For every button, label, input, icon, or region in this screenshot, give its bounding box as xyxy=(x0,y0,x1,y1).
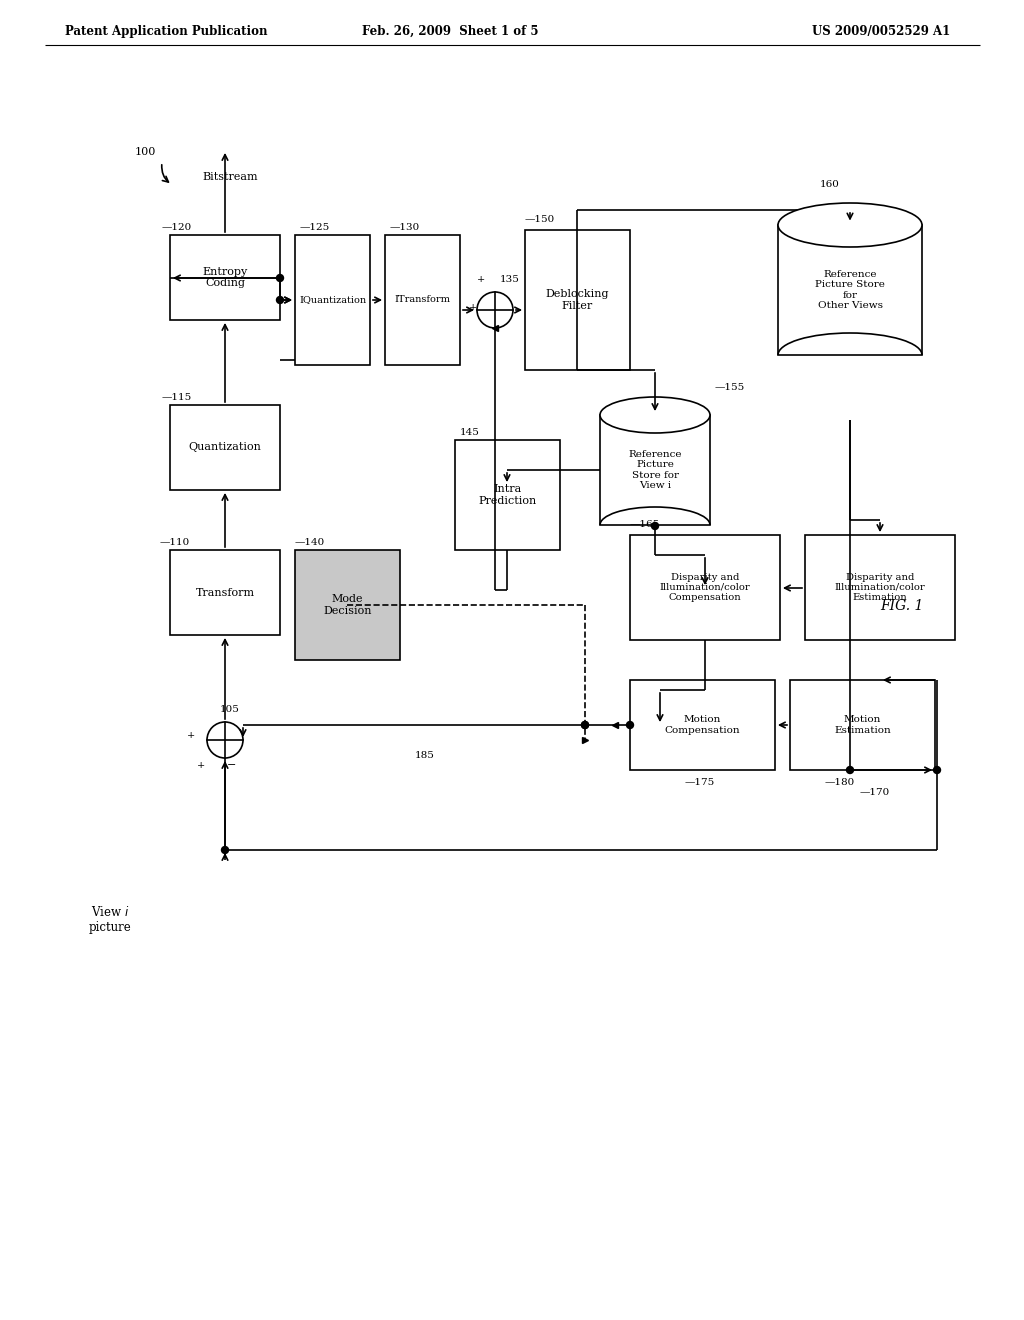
Text: —150: —150 xyxy=(525,215,555,224)
Text: Quantization: Quantization xyxy=(188,442,261,453)
FancyBboxPatch shape xyxy=(778,224,922,355)
Circle shape xyxy=(276,275,284,281)
Text: IQuantization: IQuantization xyxy=(299,296,366,305)
Text: 145: 145 xyxy=(460,428,480,437)
Text: Bitstream: Bitstream xyxy=(202,172,258,182)
Ellipse shape xyxy=(600,397,710,433)
Text: −: − xyxy=(227,760,237,770)
Text: —180: —180 xyxy=(825,777,855,787)
Text: +: + xyxy=(469,304,477,312)
Circle shape xyxy=(276,297,284,304)
Text: —140: —140 xyxy=(295,539,326,546)
Text: Deblocking
Filter: Deblocking Filter xyxy=(546,289,609,310)
Text: —155: —155 xyxy=(715,383,745,392)
Text: —170: —170 xyxy=(860,788,890,797)
Circle shape xyxy=(627,722,634,729)
FancyBboxPatch shape xyxy=(295,550,400,660)
FancyBboxPatch shape xyxy=(295,235,370,366)
Text: 185: 185 xyxy=(415,751,435,760)
FancyBboxPatch shape xyxy=(525,230,630,370)
Text: Motion
Estimation: Motion Estimation xyxy=(835,715,891,735)
Ellipse shape xyxy=(778,203,922,247)
Text: 105: 105 xyxy=(220,705,240,714)
Text: Reference
Picture Store
for
Other Views: Reference Picture Store for Other Views xyxy=(815,269,885,310)
Text: Feb. 26, 2009  Sheet 1 of 5: Feb. 26, 2009 Sheet 1 of 5 xyxy=(361,25,539,38)
Text: Motion
Compensation: Motion Compensation xyxy=(665,715,740,735)
Text: —130: —130 xyxy=(390,223,420,232)
FancyBboxPatch shape xyxy=(455,440,560,550)
FancyBboxPatch shape xyxy=(630,680,775,770)
FancyBboxPatch shape xyxy=(790,680,935,770)
Text: View $i$
picture: View $i$ picture xyxy=(89,906,131,935)
Text: Intra
Prediction: Intra Prediction xyxy=(478,484,537,506)
FancyBboxPatch shape xyxy=(170,550,280,635)
FancyBboxPatch shape xyxy=(170,405,280,490)
Text: —115: —115 xyxy=(162,393,193,403)
Text: Entropy
Coding: Entropy Coding xyxy=(203,267,248,288)
Text: —165: —165 xyxy=(630,520,660,529)
Text: 100: 100 xyxy=(135,147,157,157)
Circle shape xyxy=(651,523,658,529)
Text: Mode
Decision: Mode Decision xyxy=(324,594,372,616)
Text: Disparity and
Illumination/color
Estimation: Disparity and Illumination/color Estimat… xyxy=(835,573,926,602)
Text: —125: —125 xyxy=(300,223,331,232)
Circle shape xyxy=(934,767,940,774)
Text: Patent Application Publication: Patent Application Publication xyxy=(65,25,267,38)
Circle shape xyxy=(582,722,589,729)
FancyBboxPatch shape xyxy=(385,235,460,366)
Text: +: + xyxy=(477,275,485,284)
Text: US 2009/0052529 A1: US 2009/0052529 A1 xyxy=(812,25,950,38)
Text: Transform: Transform xyxy=(196,587,255,598)
FancyBboxPatch shape xyxy=(600,414,710,525)
Text: —175: —175 xyxy=(685,777,715,787)
FancyBboxPatch shape xyxy=(170,235,280,319)
Text: ITransform: ITransform xyxy=(394,296,451,305)
Text: +: + xyxy=(197,762,205,770)
Text: —120: —120 xyxy=(162,223,193,232)
Text: Disparity and
Illumination/color
Compensation: Disparity and Illumination/color Compens… xyxy=(659,573,751,602)
Text: 160: 160 xyxy=(820,180,840,189)
Text: Reference
Picture
Store for
View i: Reference Picture Store for View i xyxy=(629,450,682,490)
Text: FIG. 1: FIG. 1 xyxy=(880,599,924,612)
Circle shape xyxy=(221,846,228,854)
Text: +: + xyxy=(187,731,196,741)
FancyBboxPatch shape xyxy=(630,535,780,640)
Circle shape xyxy=(847,767,853,774)
Text: —110: —110 xyxy=(160,539,190,546)
Circle shape xyxy=(582,722,589,729)
Text: 135: 135 xyxy=(500,275,520,284)
FancyBboxPatch shape xyxy=(805,535,955,640)
